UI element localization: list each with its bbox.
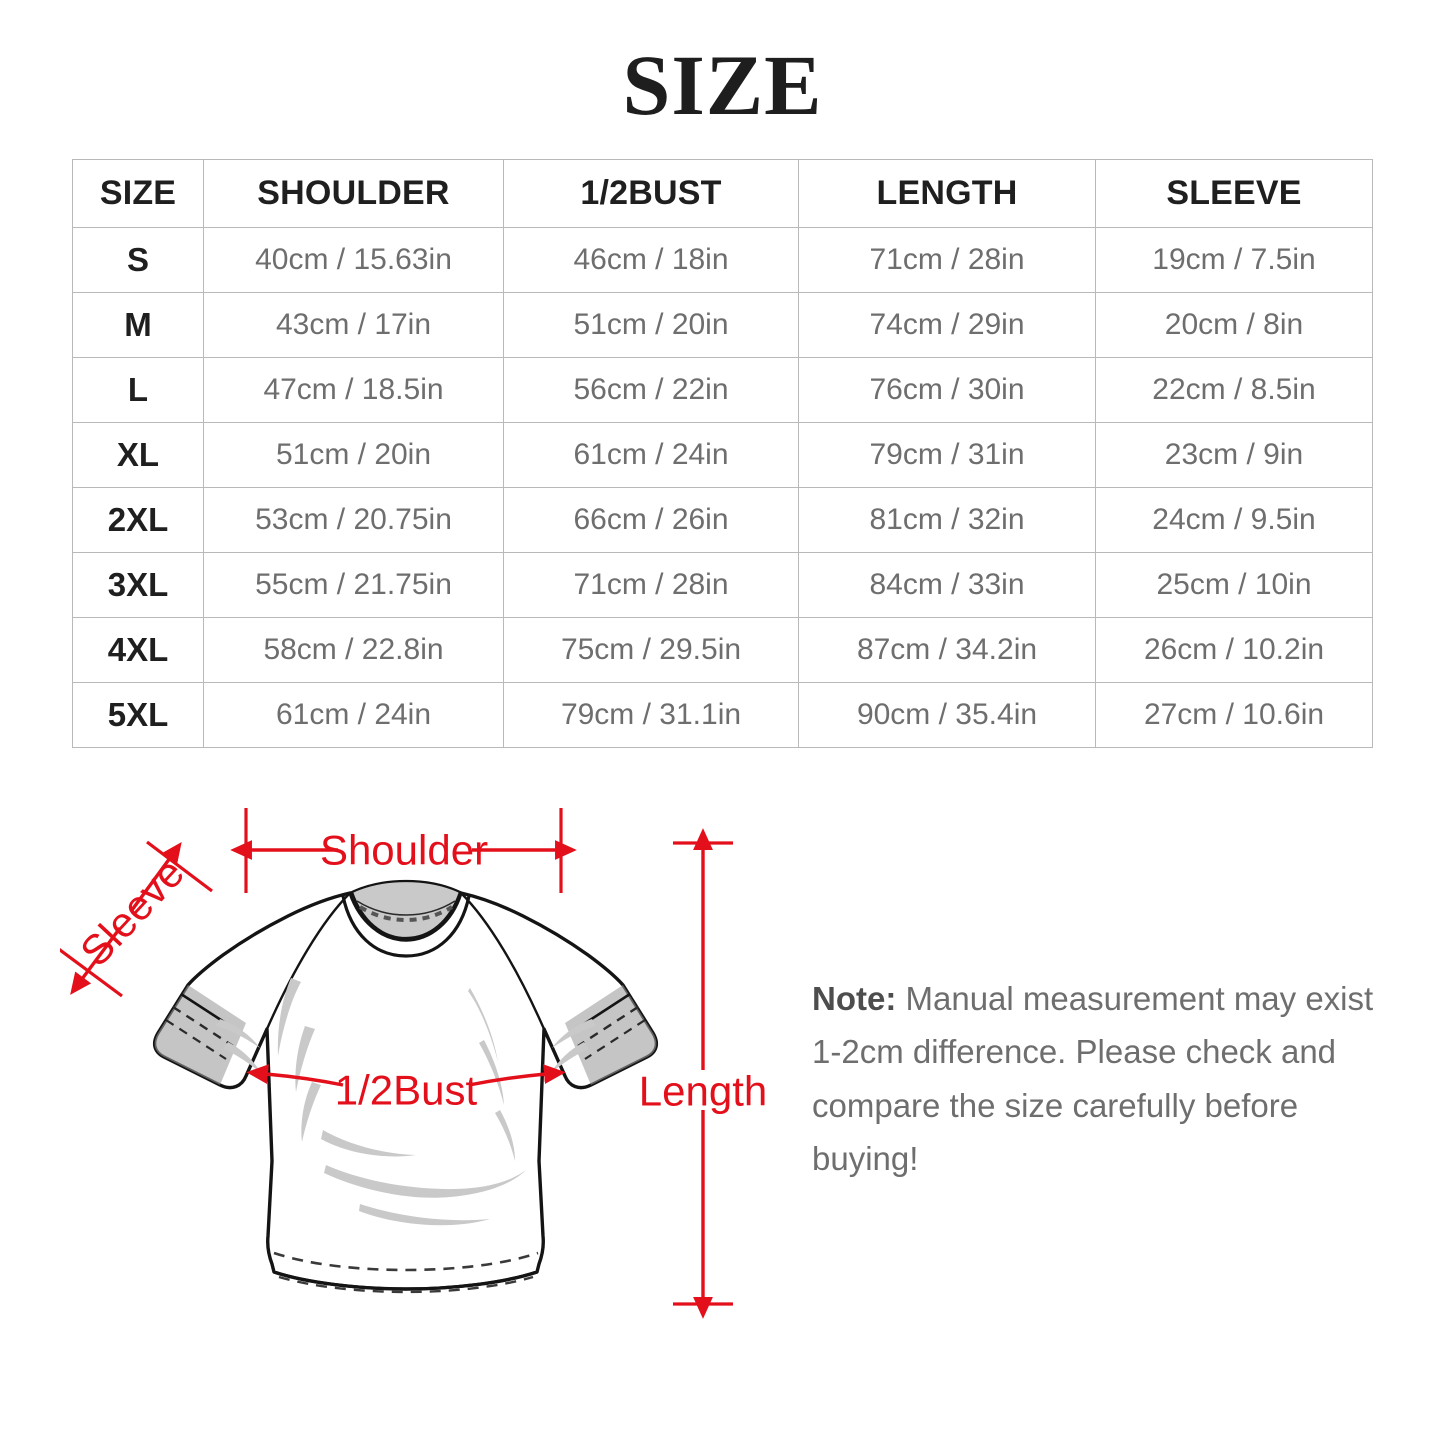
cell-bust: 51cm / 20in [503, 292, 799, 358]
cell-shoulder: 61cm / 24in [203, 682, 504, 748]
sleeve-arrow-upper-icon [130, 841, 182, 912]
note-block: Note: Manual measurement may exist 1-2cm… [812, 972, 1382, 1186]
column-header-bust: 1/2BUST [503, 159, 799, 228]
bust-arrow-left-icon [246, 1064, 344, 1087]
cell-size: 3XL [72, 552, 204, 618]
table-row: 4XL 58cm / 22.8in 75cm / 29.5in 87cm / 3… [72, 617, 1373, 683]
collar-stitch-line-icon [356, 900, 456, 916]
cuff-left-stitch2-icon [165, 1019, 227, 1060]
cell-sleeve: 22cm / 8.5in [1095, 357, 1373, 423]
collar-stitch-icon [358, 905, 454, 923]
cell-size: 5XL [72, 682, 204, 748]
cuff-right-stitch2-icon [584, 1019, 646, 1060]
column-header-sleeve: SLEEVE [1095, 159, 1373, 228]
cell-shoulder: 43cm / 17in [203, 292, 504, 358]
table-body: S 40cm / 15.63in 46cm / 18in 71cm / 28in… [72, 227, 1373, 748]
sleeve-dimension-annotation: Sleeve [60, 840, 213, 998]
shoulder-seam-left-icon [265, 892, 351, 1030]
page-title: SIZE [622, 37, 823, 133]
cell-sleeve: 24cm / 9.5in [1095, 487, 1373, 553]
cell-shoulder: 58cm / 22.8in [203, 617, 504, 683]
column-header-size: SIZE [72, 159, 204, 228]
cell-sleeve: 25cm / 10in [1095, 552, 1373, 618]
sleeve-label: Sleeve [71, 849, 193, 975]
collar-inner [350, 879, 462, 940]
cell-shoulder: 47cm / 18.5in [203, 357, 504, 423]
column-header-length: LENGTH [798, 159, 1096, 228]
cell-bust: 71cm / 28in [503, 552, 799, 618]
shoulder-seam-right-icon [460, 892, 546, 1030]
cuff-right-stitch-icon [577, 1005, 639, 1048]
header-row: SIZE SHOULDER 1/2BUST LENGTH SLEEVE [72, 159, 1373, 228]
cell-length: 74cm / 29in [798, 292, 1096, 358]
cell-length: 87cm / 34.2in [798, 617, 1096, 683]
table-row: 5XL 61cm / 24in 79cm / 31.1in 90cm / 35.… [72, 682, 1373, 748]
length-label: Length [639, 1068, 767, 1115]
sleeve-tick-upper-icon [146, 840, 213, 893]
column-header-shoulder: SHOULDER [203, 159, 504, 228]
cell-size: 2XL [72, 487, 204, 553]
cell-size: M [72, 292, 204, 358]
table-row: L 47cm / 18.5in 56cm / 22in 76cm / 30in … [72, 357, 1373, 423]
tshirt-diagram-svg: Shoulder Sleeve 1/2Bust Length [60, 808, 767, 1319]
cell-length: 84cm / 33in [798, 552, 1096, 618]
cell-size: L [72, 357, 204, 423]
cell-shoulder: 51cm / 20in [203, 422, 504, 488]
cell-length: 71cm / 28in [798, 227, 1096, 293]
hem-stitch-upper-icon [273, 1251, 539, 1272]
cuff-left-stitch-icon [172, 1005, 234, 1048]
tshirt-illustration [152, 879, 659, 1294]
cell-sleeve: 20cm / 8in [1095, 292, 1373, 358]
table-header: SIZE SHOULDER 1/2BUST LENGTH SLEEVE [72, 159, 1373, 228]
table-row: 3XL 55cm / 21.75in 71cm / 28in 84cm / 33… [72, 552, 1373, 618]
table-row: M 43cm / 17in 51cm / 20in 74cm / 29in 20… [72, 292, 1373, 358]
bust-label: 1/2Bust [335, 1067, 478, 1114]
shoulder-dimension-annotation: Shoulder [230, 808, 577, 893]
length-dimension-annotation: Length [639, 828, 767, 1319]
cell-size: S [72, 227, 204, 293]
bust-dimension-annotation: 1/2Bust [246, 1064, 566, 1114]
table-row: 2XL 53cm / 20.75in 66cm / 26in 81cm / 32… [72, 487, 1373, 553]
shoulder-label: Shoulder [320, 827, 488, 874]
cell-bust: 56cm / 22in [503, 357, 799, 423]
cell-length: 81cm / 32in [798, 487, 1096, 553]
size-table-container: SIZE SHOULDER 1/2BUST LENGTH SLEEVE S 40… [72, 159, 1373, 748]
table-row: S 40cm / 15.63in 46cm / 18in 71cm / 28in… [72, 227, 1373, 293]
cell-sleeve: 26cm / 10.2in [1095, 617, 1373, 683]
cell-shoulder: 55cm / 21.75in [203, 552, 504, 618]
cell-length: 90cm / 35.4in [798, 682, 1096, 748]
hem-outline [273, 1270, 538, 1291]
sleeve-arrow-lower-icon [70, 926, 122, 995]
cell-bust: 75cm / 29.5in [503, 617, 799, 683]
table-row: XL 51cm / 20in 61cm / 24in 79cm / 31in 2… [72, 422, 1373, 488]
size-chart-table: SIZE SHOULDER 1/2BUST LENGTH SLEEVE S 40… [72, 159, 1373, 748]
note-prefix: Note: [812, 980, 897, 1017]
cell-bust: 79cm / 31.1in [503, 682, 799, 748]
cell-sleeve: 27cm / 10.6in [1095, 682, 1373, 748]
fabric-wrinkles [216, 978, 596, 1226]
collar-ring [341, 895, 471, 958]
bust-arrow-right-icon [468, 1064, 566, 1087]
cell-bust: 61cm / 24in [503, 422, 799, 488]
cell-length: 76cm / 30in [798, 357, 1096, 423]
cell-length: 79cm / 31in [798, 422, 1096, 488]
cell-bust: 46cm / 18in [503, 227, 799, 293]
measurement-diagram: Shoulder Sleeve 1/2Bust Length [0, 760, 1445, 1445]
cell-shoulder: 40cm / 15.63in [203, 227, 504, 293]
cell-sleeve: 19cm / 7.5in [1095, 227, 1373, 293]
cell-bust: 66cm / 26in [503, 487, 799, 553]
cell-size: XL [72, 422, 204, 488]
cell-sleeve: 23cm / 9in [1095, 422, 1373, 488]
cell-shoulder: 53cm / 20.75in [203, 487, 504, 553]
note-text: Manual measurement may exist 1-2cm diffe… [812, 980, 1374, 1178]
cell-size: 4XL [72, 617, 204, 683]
